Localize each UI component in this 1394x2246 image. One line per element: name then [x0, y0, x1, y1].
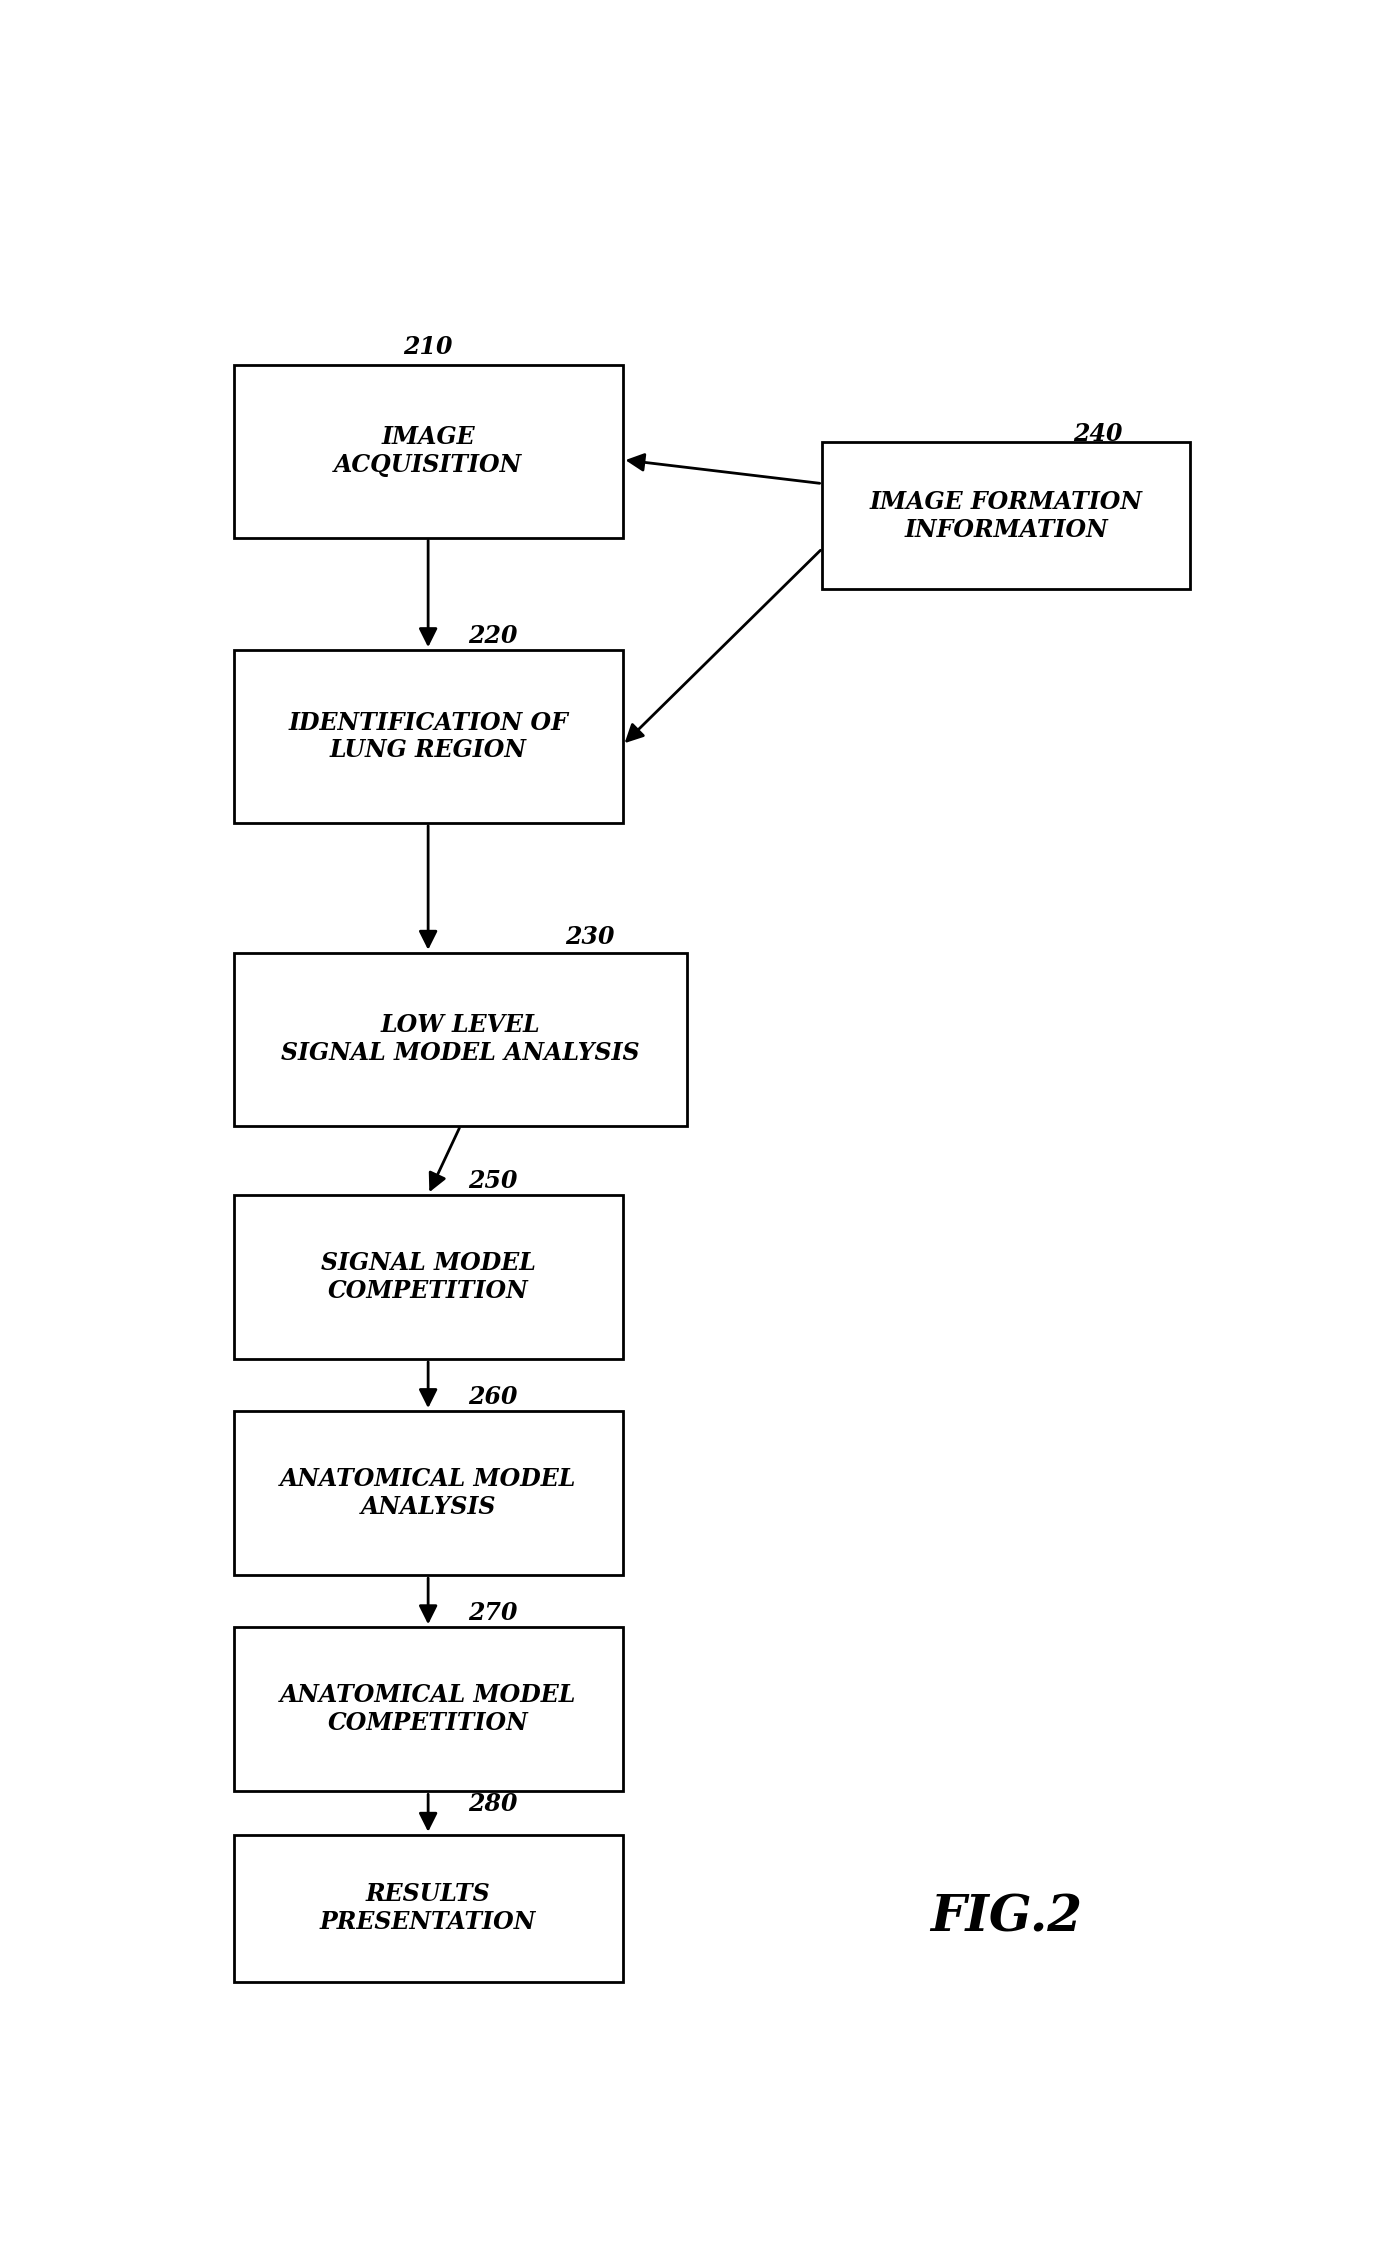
FancyBboxPatch shape: [234, 1626, 623, 1792]
Text: SIGNAL MODEL
COMPETITION: SIGNAL MODEL COMPETITION: [321, 1251, 535, 1303]
Text: IDENTIFICATION OF
LUNG REGION: IDENTIFICATION OF LUNG REGION: [289, 710, 569, 761]
Text: FIG.2: FIG.2: [930, 1893, 1082, 1943]
FancyBboxPatch shape: [234, 952, 687, 1125]
FancyBboxPatch shape: [234, 1835, 623, 1981]
Text: IMAGE FORMATION
INFORMATION: IMAGE FORMATION INFORMATION: [870, 490, 1143, 541]
Text: 250: 250: [468, 1168, 517, 1193]
Text: 280: 280: [468, 1792, 517, 1815]
Text: LOW LEVEL
SIGNAL MODEL ANALYSIS: LOW LEVEL SIGNAL MODEL ANALYSIS: [282, 1013, 640, 1065]
Text: ANATOMICAL MODEL
ANALYSIS: ANATOMICAL MODEL ANALYSIS: [280, 1467, 576, 1518]
FancyBboxPatch shape: [234, 364, 623, 537]
FancyBboxPatch shape: [234, 1195, 623, 1359]
Text: RESULTS
PRESENTATION: RESULTS PRESENTATION: [321, 1882, 537, 1934]
FancyBboxPatch shape: [234, 1410, 623, 1574]
Text: 270: 270: [468, 1601, 517, 1626]
Text: 210: 210: [403, 335, 453, 359]
FancyBboxPatch shape: [234, 649, 623, 822]
Text: IMAGE
ACQUISITION: IMAGE ACQUISITION: [335, 424, 523, 476]
FancyBboxPatch shape: [822, 442, 1190, 588]
Text: 220: 220: [468, 624, 517, 649]
Text: 230: 230: [566, 925, 615, 950]
Text: 260: 260: [468, 1386, 517, 1408]
Text: ANATOMICAL MODEL
COMPETITION: ANATOMICAL MODEL COMPETITION: [280, 1682, 576, 1736]
Text: 240: 240: [1073, 422, 1122, 445]
